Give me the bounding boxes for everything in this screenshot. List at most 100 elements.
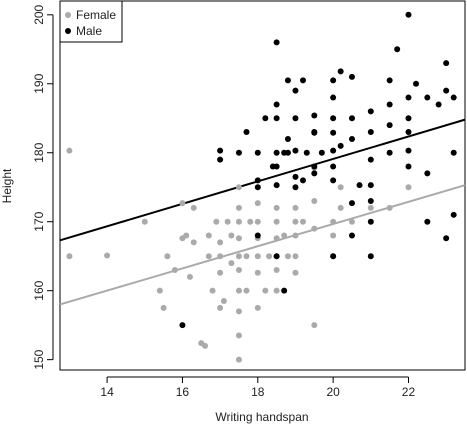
data-point-male — [386, 77, 393, 84]
data-point-male — [254, 177, 261, 184]
data-point-male — [330, 163, 337, 170]
data-point-male — [179, 322, 186, 329]
data-point-female — [266, 253, 273, 260]
data-point-male — [330, 253, 337, 260]
data-point-female — [235, 235, 242, 242]
data-point-male — [405, 94, 412, 101]
data-point-female — [284, 253, 291, 260]
data-point-female — [405, 184, 412, 191]
data-point-female — [311, 198, 318, 205]
legend-label-female: Female — [76, 8, 116, 22]
data-point-male — [405, 129, 412, 136]
data-point-female — [213, 218, 220, 225]
y-axis-label: Height — [0, 168, 14, 203]
data-point-male — [235, 149, 242, 156]
data-point-female — [273, 204, 280, 211]
data-point-male — [330, 94, 337, 101]
data-point-male — [443, 235, 450, 242]
data-point-female — [292, 232, 299, 239]
data-point-male — [292, 173, 299, 180]
data-point-female — [330, 232, 337, 239]
y-axis: 150 160 170 180 190 200 — [32, 4, 54, 370]
data-point-male — [450, 149, 457, 156]
legend-marker-male — [65, 28, 71, 34]
data-point-male — [318, 149, 325, 156]
data-point-male — [273, 149, 280, 156]
data-point-male — [284, 149, 291, 156]
data-point-male — [405, 11, 412, 18]
data-point-female — [247, 218, 254, 225]
data-point-male — [254, 184, 261, 191]
data-point-female — [235, 266, 242, 273]
data-point-female — [217, 239, 224, 246]
data-point-male — [367, 156, 374, 163]
data-point-female — [330, 218, 337, 225]
data-point-female — [205, 232, 212, 239]
data-point-female — [235, 287, 242, 294]
data-point-female — [190, 239, 197, 246]
data-point-male — [273, 182, 280, 189]
data-point-female — [235, 204, 242, 211]
data-point-female — [190, 204, 197, 211]
data-point-female — [292, 253, 299, 260]
data-point-male — [303, 149, 310, 156]
data-point-female — [262, 287, 269, 294]
data-point-male — [311, 170, 318, 177]
data-point-male — [273, 163, 280, 170]
x-axis-label: Writing handspan — [215, 410, 308, 424]
data-point-male — [367, 129, 374, 136]
data-point-female — [273, 218, 280, 225]
data-point-female — [311, 225, 318, 232]
data-point-male — [386, 101, 393, 108]
y-tick-label: 180 — [32, 142, 46, 162]
data-point-male — [337, 68, 344, 75]
data-point-female — [209, 287, 216, 294]
data-point-female — [254, 218, 261, 225]
data-point-male — [292, 87, 299, 94]
data-point-female — [235, 356, 242, 363]
data-point-female — [254, 253, 261, 260]
data-point-female — [171, 266, 178, 273]
data-point-female — [386, 204, 393, 211]
data-point-female — [224, 218, 231, 225]
series-male — [179, 11, 457, 329]
plot-frame — [59, 0, 466, 371]
legend-marker-female — [65, 12, 71, 18]
data-point-male — [356, 182, 363, 189]
data-point-female — [243, 287, 250, 294]
data-point-male — [337, 142, 344, 149]
data-point-female — [217, 304, 224, 311]
data-point-female — [186, 273, 193, 280]
data-point-male — [386, 149, 393, 156]
data-point-female — [348, 218, 355, 225]
regression-lines — [59, 118, 466, 306]
y-tick-label: 200 — [32, 4, 46, 24]
data-point-male — [394, 46, 401, 53]
data-point-male — [330, 177, 337, 184]
data-point-male — [273, 39, 280, 46]
data-point-female — [141, 218, 148, 225]
data-point-female — [235, 332, 242, 339]
x-tick-label: 16 — [176, 385, 190, 399]
data-point-female — [292, 218, 299, 225]
data-point-female — [254, 200, 261, 207]
x-tick-label: 22 — [402, 385, 416, 399]
data-point-female — [217, 253, 224, 260]
data-point-female — [337, 184, 344, 191]
data-point-male — [367, 218, 374, 225]
y-tick-label: 150 — [32, 349, 46, 369]
y-tick-label: 160 — [32, 280, 46, 300]
data-point-female — [66, 147, 73, 154]
data-point-female — [235, 218, 242, 225]
data-point-female — [273, 287, 280, 294]
data-point-male — [330, 77, 337, 84]
data-point-male — [273, 101, 280, 108]
data-points — [66, 11, 457, 363]
x-tick-label: 20 — [326, 385, 340, 399]
data-point-female — [217, 269, 224, 276]
data-point-female — [235, 184, 242, 191]
data-point-female — [300, 218, 306, 225]
data-point-female — [205, 253, 212, 260]
data-point-male — [405, 147, 412, 154]
